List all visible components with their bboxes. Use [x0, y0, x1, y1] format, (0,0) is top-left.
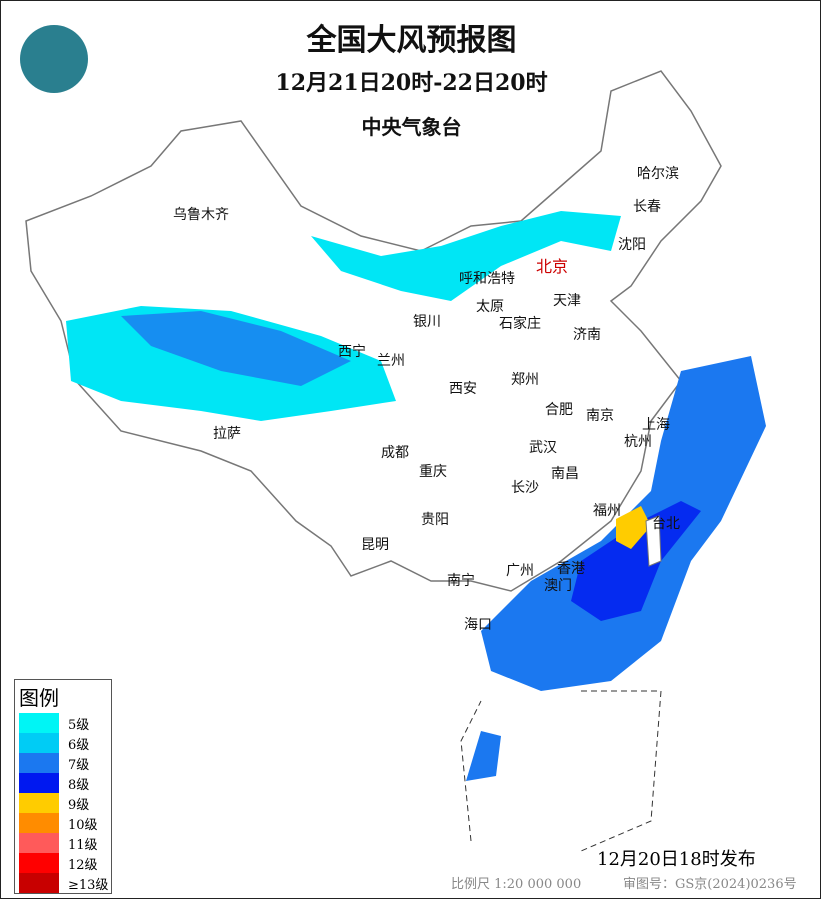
legend-swatch	[19, 753, 59, 773]
legend-swatch	[19, 873, 59, 893]
city-label: 上海	[642, 417, 670, 433]
city-label: 成都	[381, 445, 409, 461]
city-label: 福州	[593, 503, 621, 519]
legend-label: 7级	[68, 757, 90, 773]
legend-swatch	[19, 733, 59, 753]
legend: 图例 5级 6级 7级 8级 9级 10级 11级 12级 ≥13级	[14, 679, 112, 894]
legend-label: 11级	[68, 837, 98, 853]
legend-label: ≥13级	[68, 877, 109, 893]
city-label: 西宁	[338, 344, 366, 360]
review-number: 审图号：GS京(2024)0236号	[623, 877, 797, 892]
legend-item: 6级	[15, 733, 111, 753]
agency: 中央气象台	[361, 115, 462, 139]
maritime-boundary	[460, 690, 662, 852]
cma-logo	[20, 25, 88, 93]
city-label: 澳门	[544, 578, 572, 594]
legend-title: 图例	[19, 686, 59, 710]
city-label: 乌鲁木齐	[173, 207, 229, 223]
city-label: 南宁	[447, 573, 475, 589]
legend-item: 9级	[15, 793, 111, 813]
legend-item: 10级	[15, 813, 111, 833]
wind-areas	[66, 211, 766, 781]
legend-item: 12级	[15, 853, 111, 873]
legend-item: 11级	[15, 833, 111, 853]
city-label: 海口	[464, 617, 492, 633]
legend-item: 8级	[15, 773, 111, 793]
city-label: 天津	[553, 293, 581, 309]
city-label: 郑州	[511, 372, 539, 388]
legend-label: 10级	[68, 817, 98, 833]
city-label: 武汉	[529, 440, 557, 456]
wind-area-beibu	[466, 731, 501, 781]
city-label: 济南	[573, 327, 601, 343]
legend-swatch	[19, 773, 59, 793]
legend-label: 8级	[68, 777, 90, 793]
taiwan	[645, 515, 662, 567]
legend-swatch	[19, 713, 59, 733]
legend-label: 12级	[68, 857, 98, 873]
legend-swatch	[19, 833, 59, 853]
city-label: 昆明	[361, 537, 389, 553]
wind-area-7	[121, 311, 351, 386]
wind-area-9	[616, 506, 651, 549]
city-label: 呼和浩特	[459, 271, 515, 287]
legend-label: 5级	[68, 717, 90, 733]
city-label: 太原	[476, 299, 504, 315]
forecast-period: 12月21日20时-22日20时	[275, 70, 548, 96]
legend-swatch	[19, 853, 59, 873]
wind-area-north	[311, 211, 621, 301]
legend-label: 9级	[68, 797, 90, 813]
city-label: 南京	[586, 408, 614, 424]
city-label: 长沙	[511, 480, 539, 496]
city-label: 北京	[536, 257, 569, 276]
legend-swatch	[19, 793, 59, 813]
city-label: 沈阳	[618, 237, 646, 253]
city-label: 石家庄	[499, 316, 541, 332]
legend-item: 5级	[15, 713, 111, 733]
city-label: 哈尔滨	[637, 166, 679, 182]
city-label: 重庆	[419, 464, 447, 480]
city-label: 杭州	[624, 434, 652, 450]
city-label: 兰州	[377, 353, 405, 369]
legend-swatch	[19, 813, 59, 833]
issue-time: 12月20日18时发布	[597, 849, 756, 870]
wind-area-sea-8	[571, 501, 701, 621]
city-label: 拉萨	[213, 426, 241, 442]
legend-item: 7级	[15, 753, 111, 773]
city-label: 台北	[652, 516, 680, 532]
legend-label: 6级	[68, 737, 90, 753]
city-label: 长春	[633, 199, 661, 215]
city-label: 南昌	[551, 466, 579, 482]
map-title: 全国大风预报图	[306, 23, 517, 58]
city-label: 银川	[413, 314, 441, 330]
map-scale: 比例尺 1:20 000 000	[451, 877, 582, 892]
city-label: 广州	[506, 563, 534, 579]
city-label: 香港	[557, 561, 585, 577]
city-label: 合肥	[545, 402, 573, 418]
city-label: 贵阳	[421, 512, 449, 528]
china-outline	[25, 70, 722, 592]
city-label: 西安	[449, 381, 477, 397]
legend-item: ≥13级	[15, 873, 111, 893]
